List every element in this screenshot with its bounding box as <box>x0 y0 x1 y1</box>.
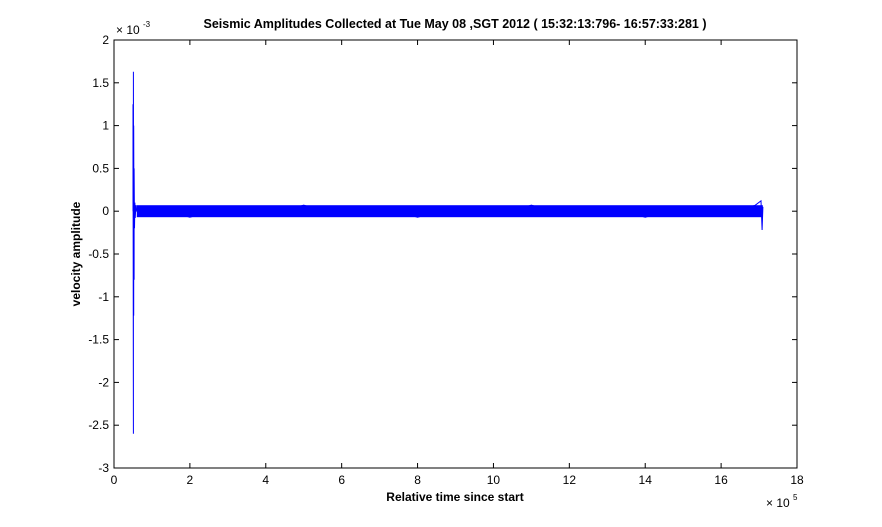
y-axis-label: velocity amplitude <box>69 201 83 306</box>
x-multiplier-exponent: 5 <box>793 493 798 502</box>
y-tick-label: 1.5 <box>92 76 109 90</box>
x-tick-label: 10 <box>487 473 501 487</box>
y-tick-label: -3 <box>98 461 109 475</box>
velocity-noise-band <box>136 205 763 218</box>
y-tick-label: -0.5 <box>88 247 109 261</box>
y-tick-label: -1.5 <box>88 333 109 347</box>
x-tick-label: 16 <box>714 473 728 487</box>
plot-area <box>113 39 798 469</box>
y-tick-label: 2 <box>102 33 109 47</box>
x-tick-label: 6 <box>338 473 345 487</box>
y-tick-label: -2 <box>98 375 109 389</box>
x-tick-label: 18 <box>790 473 804 487</box>
y-tick-label: -1 <box>98 290 109 304</box>
y-axis-multiplier: × 10 -3 <box>116 20 151 37</box>
plot-frame <box>113 39 798 469</box>
y-multiplier-base: × 10 <box>116 23 140 37</box>
x-tick-label: 4 <box>262 473 269 487</box>
x-tick-label: 12 <box>563 473 577 487</box>
x-axis-multiplier: × 10 5 <box>766 493 798 510</box>
y-tick-label: 0 <box>102 204 109 218</box>
y-multiplier-exponent: -3 <box>143 20 151 29</box>
chart-title: Seismic Amplitudes Collected at Tue May … <box>204 17 707 31</box>
x-tick-label: 2 <box>187 473 194 487</box>
y-tick-label: 1 <box>102 119 109 133</box>
x-tick-label: 14 <box>639 473 653 487</box>
y-tick-label: 0.5 <box>92 161 109 175</box>
x-axis-label: Relative time since start <box>386 490 523 504</box>
x-tick-label: 8 <box>414 473 421 487</box>
x-tick-label: 0 <box>111 473 118 487</box>
x-axis-ticks: 0 2 4 6 8 10 12 14 16 18 <box>111 40 804 487</box>
y-axis-ticks: -3 -2.5 -2 -1.5 -1 -0.5 0 0.5 1 1.5 2 <box>88 33 797 475</box>
y-tick-label: -2.5 <box>88 418 109 432</box>
x-multiplier-base: × 10 <box>766 496 790 510</box>
